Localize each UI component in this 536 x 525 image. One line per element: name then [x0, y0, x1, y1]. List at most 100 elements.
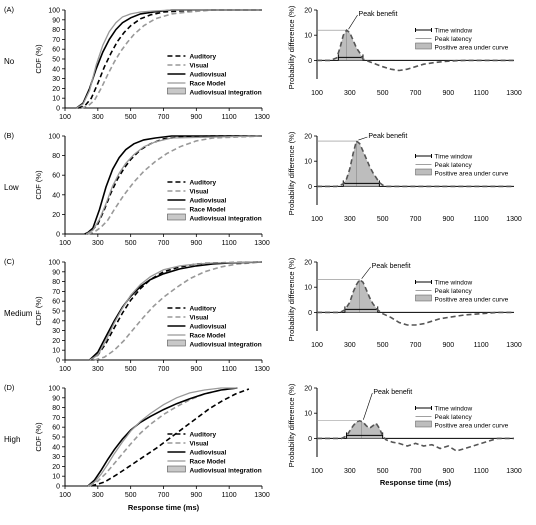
chart-panel-6: 0 10 20 100 300 500 700 900 1100 1300 Probability … [287, 257, 522, 349]
legend-swatch [167, 87, 186, 95]
y-tick-label: 90 [52, 269, 60, 276]
x-tick-label: 300 [92, 492, 104, 499]
x-tick-label: 1300 [254, 240, 270, 247]
x-tick-label: 700 [410, 342, 422, 349]
y-tick-label: 40 [52, 66, 60, 73]
x-tick-label: 700 [158, 240, 170, 247]
series-line-auditory [91, 388, 250, 487]
chart-panel-5: (C) Medium 0 10 20 30 40 50 60 70 80 90 100 100 300 500… [4, 257, 270, 373]
y-tick-label: 10 [304, 33, 312, 40]
y-tick-label: 0 [56, 106, 60, 113]
y-tick-label: 0 [308, 58, 312, 65]
y-tick-label: 20 [52, 338, 60, 345]
y-axis-title: Probability difference (%) [287, 257, 296, 341]
y-tick-label: 0 [308, 310, 312, 317]
x-tick-label: 1100 [222, 366, 237, 373]
x-tick-label: 1100 [222, 114, 237, 121]
legend-entry: Audiovisual integration [189, 216, 261, 223]
x-tick-label: 300 [92, 114, 104, 121]
legend-entry: Race Model [189, 459, 225, 466]
legend-entry: Peak latency [435, 414, 473, 421]
y-tick-label: 40 [52, 444, 60, 451]
x-tick-label: 100 [59, 492, 71, 499]
legend-swatch [415, 42, 432, 50]
legend-entry: Time window [435, 154, 473, 161]
series-line-visual [94, 261, 263, 361]
y-tick-label: 20 [52, 212, 60, 219]
x-tick-label: 1100 [474, 468, 489, 475]
legend-entry: Auditory [189, 54, 216, 61]
y-tick-label: 100 [48, 260, 60, 267]
positive-area [343, 141, 380, 187]
difference-curve [317, 29, 514, 72]
x-tick-label: 1300 [254, 492, 270, 499]
x-tick-label: 900 [442, 342, 454, 349]
legend-entry: Time window [435, 28, 473, 35]
x-tick-label: 100 [311, 216, 323, 223]
x-tick-label: 1100 [222, 492, 237, 499]
y-axis-title: CDF (%) [34, 422, 43, 452]
x-tick-label: 700 [410, 468, 422, 475]
legend-entry: Positive area under curve [435, 171, 509, 178]
y-tick-label: 40 [52, 192, 60, 199]
series-line-auditory [89, 261, 263, 361]
y-tick-label: 10 [52, 348, 60, 355]
x-tick-label: 100 [311, 468, 323, 475]
series-line-visual [81, 9, 262, 109]
x-tick-label: 500 [377, 342, 389, 349]
y-tick-label: 100 [48, 134, 60, 141]
x-tick-label: 1300 [254, 366, 270, 373]
x-tick-label: 500 [125, 114, 137, 121]
x-tick-label: 700 [410, 216, 422, 223]
x-axis-title: Response time (ms) [380, 478, 452, 487]
legend-swatch [415, 294, 432, 302]
chart-panel-2: 0 10 20 100 300 500 700 900 1100 1300 Probability … [287, 5, 522, 97]
y-tick-label: 20 [304, 8, 312, 15]
x-tick-label: 500 [377, 468, 389, 475]
series-line-auditory [84, 135, 262, 235]
legend-entry: Visual [189, 189, 208, 196]
x-tick-label: 300 [344, 216, 356, 223]
legend-entry: Time window [435, 406, 473, 413]
legend-entry: Visual [189, 63, 208, 70]
series-line-audiovisual [85, 135, 262, 235]
legend-entry: Positive area under curve [435, 297, 509, 304]
series-line-race-model [89, 261, 263, 361]
legend-swatch [167, 465, 186, 473]
legend-entry: Audiovisual integration [189, 342, 261, 349]
y-axis-title: CDF (%) [34, 44, 43, 74]
y-tick-label: 100 [48, 386, 60, 393]
y-tick-label: 60 [52, 173, 60, 180]
y-tick-label: 60 [52, 47, 60, 54]
positive-area [338, 30, 363, 61]
y-tick-label: 20 [304, 260, 312, 267]
legend-entry: Auditory [189, 432, 216, 439]
y-tick-label: 0 [308, 184, 312, 191]
series-line-race-model [76, 9, 262, 109]
x-tick-label: 700 [158, 492, 170, 499]
peak-benefit-label: Peak benefit [372, 263, 411, 270]
x-tick-label: 300 [92, 240, 104, 247]
y-axis-title: CDF (%) [34, 296, 43, 326]
legend-entry: Time window [435, 280, 473, 287]
y-tick-label: 50 [52, 435, 60, 442]
panel-label: (D) [4, 383, 15, 392]
difference-curve [317, 139, 514, 188]
y-axis-title: Probability difference (%) [287, 5, 296, 89]
condition-label: Low [4, 183, 19, 192]
x-tick-label: 500 [377, 90, 389, 97]
legend-entry: Audiovisual [189, 324, 226, 331]
y-tick-label: 10 [52, 96, 60, 103]
legend-entry: Positive area under curve [435, 45, 509, 52]
x-tick-label: 700 [158, 114, 170, 121]
chart-panel-1: (A) No 0 10 20 30 40 50 60 70 80 90 100 100 300 500 700 9… [4, 5, 270, 121]
x-tick-label: 100 [59, 366, 71, 373]
legend-swatch [167, 213, 186, 221]
x-tick-label: 1100 [474, 216, 489, 223]
legend-entry: Auditory [189, 306, 216, 313]
y-tick-label: 20 [304, 386, 312, 393]
legend-entry: Visual [189, 441, 208, 448]
legend-entry: Audiovisual integration [189, 90, 261, 97]
x-tick-label: 100 [311, 342, 323, 349]
y-tick-label: 90 [52, 395, 60, 402]
